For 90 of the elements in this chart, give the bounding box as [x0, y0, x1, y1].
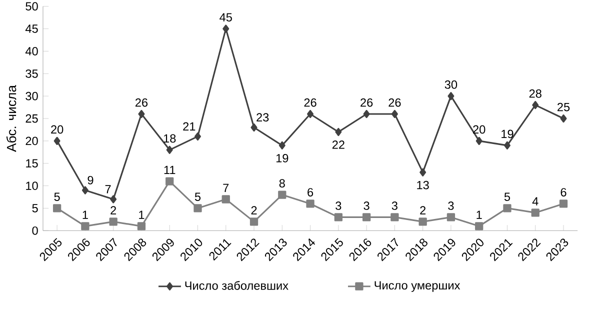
point	[420, 168, 426, 177]
point	[109, 218, 118, 226]
data-label: 28	[529, 90, 542, 98]
data-label: 7	[105, 185, 111, 194]
data-label: 26	[304, 98, 316, 108]
data-label: 11	[164, 166, 176, 174]
data-label: 3	[392, 202, 398, 210]
point	[390, 213, 399, 222]
y-tick-label: 0	[32, 226, 38, 236]
data-label: 26	[388, 98, 401, 108]
point	[137, 222, 146, 230]
point	[532, 101, 539, 110]
data-label: 25	[558, 103, 570, 112]
y-tick-label: 15	[26, 159, 38, 168]
point	[278, 190, 286, 200]
y-tick-label: 35	[26, 70, 38, 78]
y-tick-label: 30	[26, 92, 38, 101]
data-label: 23	[256, 113, 269, 122]
data-label: 3	[364, 202, 370, 210]
data-label: 20	[51, 126, 64, 134]
data-label: 5	[194, 192, 201, 202]
point	[52, 204, 62, 213]
point	[391, 110, 398, 118]
data-label: 1	[139, 211, 144, 220]
y-tick-label: 45	[25, 24, 38, 34]
data-label: 7	[223, 184, 229, 192]
point	[278, 142, 286, 150]
point	[82, 186, 88, 195]
y-tick-label: 25	[26, 114, 38, 123]
point	[446, 213, 456, 222]
point	[166, 146, 173, 154]
data-label: 21	[183, 122, 196, 131]
point	[222, 195, 230, 204]
point	[476, 137, 482, 146]
point	[81, 222, 90, 230]
point	[306, 200, 314, 208]
data-label: 2	[251, 206, 257, 215]
point	[531, 208, 540, 218]
data-label: 5	[54, 192, 60, 202]
point	[335, 128, 342, 136]
point	[194, 204, 202, 213]
point	[363, 110, 370, 118]
point	[138, 110, 145, 118]
y-tick-label: 40	[25, 47, 38, 56]
data-label: 5	[504, 192, 510, 202]
point	[448, 92, 454, 100]
data-label: 19	[502, 130, 514, 138]
point	[475, 222, 484, 230]
legend-label: Число заболевших	[185, 281, 288, 290]
data-label: 3	[336, 202, 342, 210]
data-label: 6	[308, 188, 314, 197]
data-label: 2	[110, 206, 116, 215]
data-label: 26	[360, 98, 373, 108]
data-label: 4	[532, 198, 538, 206]
point	[194, 132, 201, 141]
data-label: 8	[279, 179, 285, 188]
data-label: 18	[164, 134, 176, 143]
data-label: 6	[560, 188, 566, 197]
data-label: 9	[88, 176, 94, 185]
point	[560, 114, 567, 123]
y-tick-label: 5	[32, 204, 38, 213]
data-label: 26	[135, 98, 148, 108]
data-label: 3	[448, 202, 454, 210]
point	[503, 204, 512, 213]
data-label: 1	[476, 211, 482, 220]
point	[166, 177, 174, 186]
data-label: 20	[473, 126, 486, 134]
data-label: 1	[82, 211, 88, 220]
legend-label: Число умерших	[374, 282, 460, 292]
y-axis-title: Абс. числа	[6, 85, 16, 152]
point	[307, 110, 314, 118]
point	[559, 200, 568, 208]
y-tick-label: 20	[26, 136, 38, 146]
data-label: 45	[220, 14, 232, 22]
point	[418, 218, 427, 226]
y-tick-label: 10	[26, 182, 38, 190]
data-label: 30	[444, 80, 458, 90]
data-label: 2	[420, 206, 426, 215]
point	[250, 124, 258, 132]
data-label: 13	[417, 181, 429, 190]
point	[362, 213, 371, 222]
point	[110, 195, 117, 204]
point	[334, 213, 342, 222]
data-label: 22	[332, 140, 344, 150]
point	[54, 137, 60, 146]
point	[504, 142, 510, 150]
point	[250, 218, 258, 226]
data-label: 19	[276, 154, 288, 163]
point	[222, 24, 230, 34]
y-tick-label: 50	[26, 2, 38, 11]
